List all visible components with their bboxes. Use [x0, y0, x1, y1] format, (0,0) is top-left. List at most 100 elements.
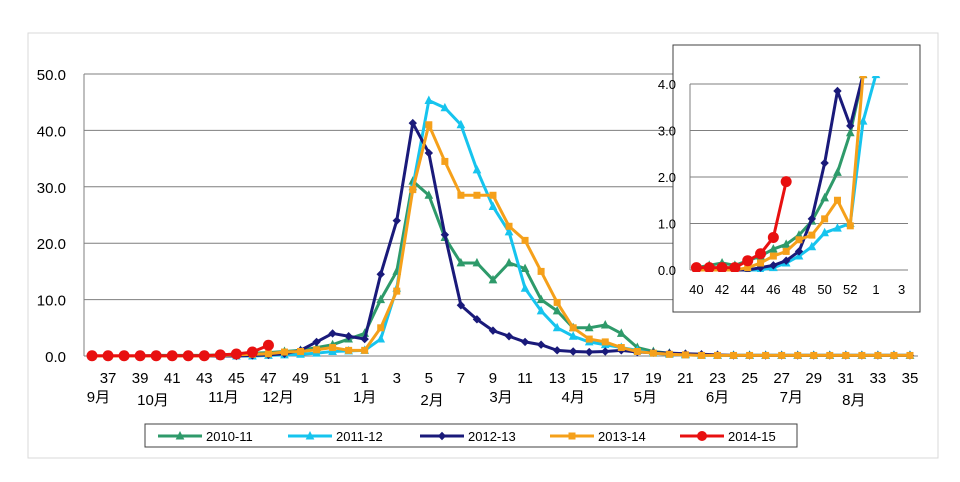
inset-data-point-2012-13	[781, 256, 791, 265]
data-point-2011-12	[424, 95, 434, 104]
main-x-tick-label: 7	[457, 370, 465, 387]
inset-data-point-2012-13	[833, 86, 842, 96]
inset-data-point-2013-14	[795, 236, 803, 244]
data-point-2011-12	[376, 334, 386, 343]
main-month-label: 12月	[262, 389, 294, 406]
inset-y-tick-label: 1.0	[658, 217, 676, 232]
data-point-2011-12	[456, 119, 466, 129]
data-point-2010-11	[600, 319, 610, 329]
data-point-2013-14	[313, 346, 321, 354]
data-point-2013-14	[906, 351, 914, 359]
data-point-2010-11	[504, 257, 514, 267]
data-point-2013-14	[601, 338, 609, 346]
data-point-2013-14	[457, 191, 465, 199]
data-point-2010-11	[616, 328, 626, 337]
inset-data-point-2010-11	[820, 192, 829, 202]
data-point-2012-13	[536, 340, 546, 349]
data-point-2013-14	[794, 351, 802, 359]
data-point-2010-11	[536, 294, 546, 304]
inset-y-tick-label: 2.0	[658, 170, 676, 185]
main-month-label: 8月	[842, 392, 865, 409]
legend-marker-2014-15	[697, 431, 707, 441]
inset-x-tick-label: 48	[792, 282, 806, 297]
inset-y-tick-label: 3.0	[658, 124, 676, 139]
legend-label: 2011-12	[336, 429, 383, 444]
inset-x-tick-label: 46	[766, 282, 780, 297]
inset-data-point-2011-12	[858, 116, 868, 125]
data-point-2014-15	[198, 350, 210, 362]
data-point-2013-14	[585, 335, 593, 343]
data-point-2013-14	[569, 324, 577, 332]
data-point-2011-12	[520, 283, 530, 292]
data-point-2010-11	[424, 190, 434, 199]
data-point-2013-14	[409, 186, 417, 194]
main-x-tick-label: 3	[393, 370, 401, 387]
data-point-2012-13	[376, 270, 385, 279]
data-point-2013-14	[746, 351, 754, 359]
main-y-tick-label: 40.0	[37, 123, 66, 140]
data-point-2012-13	[328, 329, 337, 338]
data-point-2011-12	[536, 305, 546, 315]
data-point-2011-12	[504, 226, 514, 236]
inset-data-point-2014-15	[742, 255, 754, 267]
data-point-2013-14	[329, 344, 337, 352]
legend-label: 2013-14	[598, 429, 646, 444]
inset-x-tick-label: 42	[715, 282, 729, 297]
data-point-2013-14	[858, 351, 866, 359]
main-month-label: 3月	[489, 389, 512, 406]
inset-data-point-2014-15	[755, 248, 767, 260]
main-month-label: 4月	[562, 389, 585, 406]
main-x-tick-label: 27	[773, 370, 790, 387]
data-point-2014-15	[246, 346, 258, 358]
main-x-tick-label: 19	[645, 370, 662, 387]
data-point-2013-14	[633, 347, 641, 355]
data-point-2013-14	[697, 351, 705, 359]
inset-x-tick-label: 1	[872, 282, 879, 297]
data-point-2013-14	[826, 351, 834, 359]
data-point-2013-14	[714, 351, 722, 359]
inset-x-tick-label: 3	[898, 282, 905, 297]
main-y-tick-label: 0.0	[45, 349, 66, 366]
data-point-2012-13	[424, 148, 434, 158]
inset-data-point-2014-15	[729, 262, 741, 272]
legend-label: 2014-15	[728, 429, 776, 444]
data-point-2014-15	[134, 350, 146, 362]
inset-data-point-2014-15	[703, 262, 715, 272]
main-x-tick-label: 45	[228, 370, 245, 387]
data-point-2010-11	[488, 274, 498, 284]
data-point-2013-14	[361, 346, 369, 354]
main-plot: 0.010.020.030.040.050.037 39 41 43 45 47 49 51 1…	[37, 67, 919, 409]
data-point-2012-13	[440, 230, 450, 239]
inset-data-point-2011-12	[833, 223, 842, 232]
inset-data-point-2010-11	[833, 167, 842, 176]
main-y-tick-label: 30.0	[37, 180, 66, 197]
data-point-2013-14	[890, 351, 898, 359]
main-x-tick-label: 13	[549, 370, 566, 387]
main-y-tick-label: 10.0	[37, 293, 66, 310]
data-point-2011-12	[488, 201, 498, 211]
data-point-2012-13	[520, 337, 530, 347]
data-point-2014-15	[118, 350, 130, 362]
inset-data-point-2010-11	[781, 239, 791, 248]
data-point-2013-14	[553, 298, 561, 306]
data-point-2011-12	[552, 322, 562, 332]
data-point-2012-13	[552, 346, 562, 355]
data-point-2012-13	[601, 347, 610, 356]
data-point-2011-12	[440, 102, 450, 112]
data-point-2014-15	[150, 350, 162, 362]
legend-marker-2010-11	[175, 430, 185, 440]
inset-data-point-2013-14	[808, 231, 816, 239]
main-month-label: 7月	[780, 389, 803, 406]
main-x-tick-label: 47	[260, 370, 277, 387]
inset-y-tick-label: 0.0	[658, 263, 676, 278]
main-x-tick-label: 49	[292, 370, 309, 387]
data-point-2013-14	[264, 350, 272, 358]
main-x-tick-label: 29	[805, 370, 822, 387]
legend-marker-2013-14	[568, 432, 576, 440]
data-point-2012-13	[472, 315, 482, 324]
inset-data-point-2013-14	[769, 252, 777, 260]
main-x-tick-label: 25	[741, 370, 758, 387]
main-x-tick-label: 41	[164, 370, 181, 387]
main-x-tick-label: 37	[100, 370, 117, 387]
inset-data-point-2011-12	[807, 241, 817, 251]
